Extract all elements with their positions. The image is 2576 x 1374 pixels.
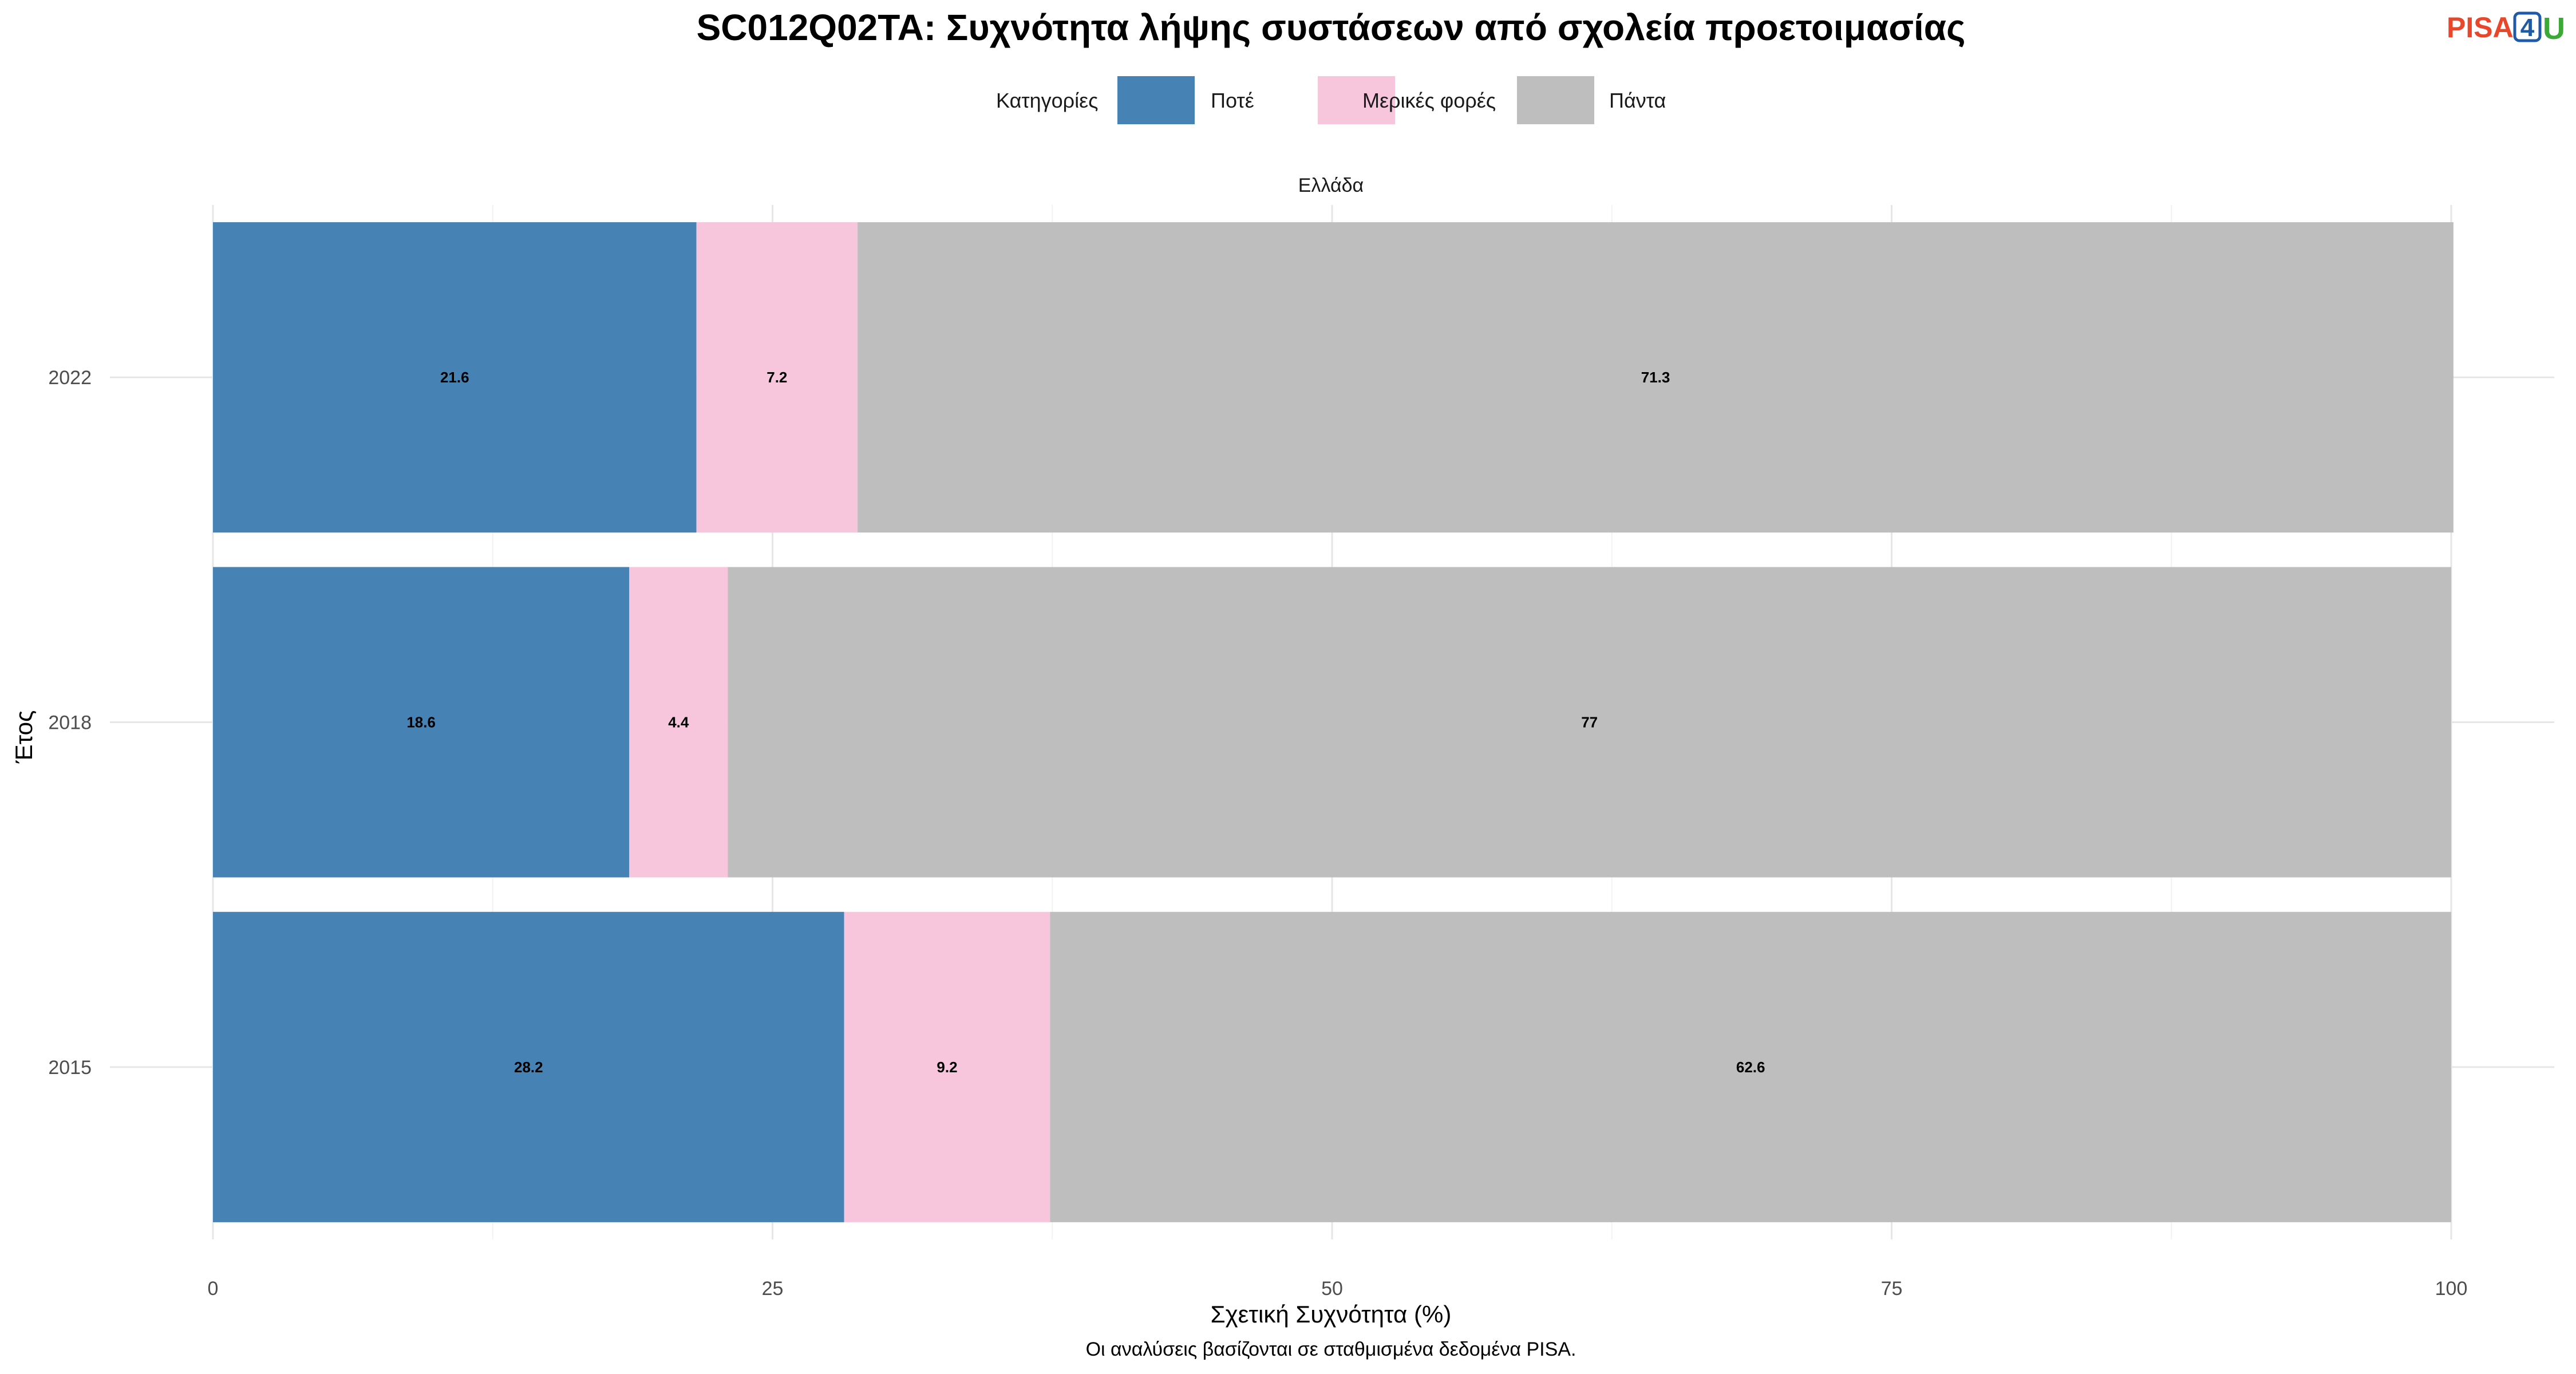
data-label: 7.2 [767, 369, 787, 386]
y-tick-label: 2015 [48, 1057, 92, 1079]
bar-segment [696, 222, 858, 533]
logo-four-box [2513, 11, 2542, 42]
caption: Οι αναλύσεις βασίζονται σε σταθμισμένα δ… [1086, 1339, 1577, 1360]
data-label: 28.2 [514, 1059, 543, 1076]
bar-segment [629, 567, 728, 878]
y-axis-ticks: 2022 2018 2015 [48, 367, 92, 1079]
legend-label: Μερικές φορές [1362, 89, 1496, 112]
y-tick-label: 2022 [48, 367, 92, 389]
y-axis-title: Έτος [10, 710, 37, 764]
y-tick-label: 2018 [48, 712, 92, 734]
x-axis-ticks: 0 25 50 75 100 [208, 1278, 2468, 1300]
legend: Κατηγορίες Ποτέ Μερικές φορές Πάντα [996, 76, 1666, 124]
bar-segment [213, 567, 630, 878]
bar-segment [1050, 911, 2452, 1222]
bar-segment [213, 911, 844, 1222]
x-tick-label: 75 [1881, 1278, 1903, 1300]
logo: PISA 4 U [2447, 11, 2565, 46]
chart-title: SC012Q02TA: Συχνότητα λήψης συστάσεων απ… [697, 7, 1966, 48]
x-tick-label: 0 [208, 1278, 219, 1300]
logo-pisa-text: PISA [2447, 11, 2514, 44]
data-label: 21.6 [440, 369, 469, 386]
legend-key [1117, 76, 1195, 124]
data-label: 4.4 [668, 714, 689, 731]
x-axis-title: Σχετική Συχνότητα (%) [1211, 1301, 1452, 1328]
facet-label: Ελλάδα [1298, 175, 1364, 196]
bar-segment [728, 567, 2451, 878]
bar-segment [844, 911, 1050, 1222]
x-tick-label: 100 [2435, 1278, 2468, 1300]
data-label: 62.6 [1736, 1059, 1765, 1076]
legend-key [1517, 76, 1594, 124]
logo-u-text: U [2543, 11, 2565, 46]
x-tick-label: 25 [762, 1278, 784, 1300]
legend-title: Κατηγορίες [996, 89, 1099, 112]
bar-segment [213, 222, 697, 533]
legend-label: Πάντα [1609, 89, 1666, 112]
data-label: 77 [1581, 714, 1598, 731]
data-label: 71.3 [1641, 369, 1670, 386]
bar-segment [858, 222, 2453, 533]
logo-four-text: 4 [2520, 14, 2535, 42]
data-label: 9.2 [937, 1059, 957, 1076]
legend-label: Ποτέ [1211, 89, 1254, 112]
bars: 21.6 7.2 71.3 18.6 4.4 77 28.2 9.2 62.6 [213, 222, 2453, 1222]
x-tick-label: 50 [1321, 1278, 1343, 1300]
data-label: 18.6 [406, 714, 436, 731]
legend-key [1318, 76, 1395, 124]
